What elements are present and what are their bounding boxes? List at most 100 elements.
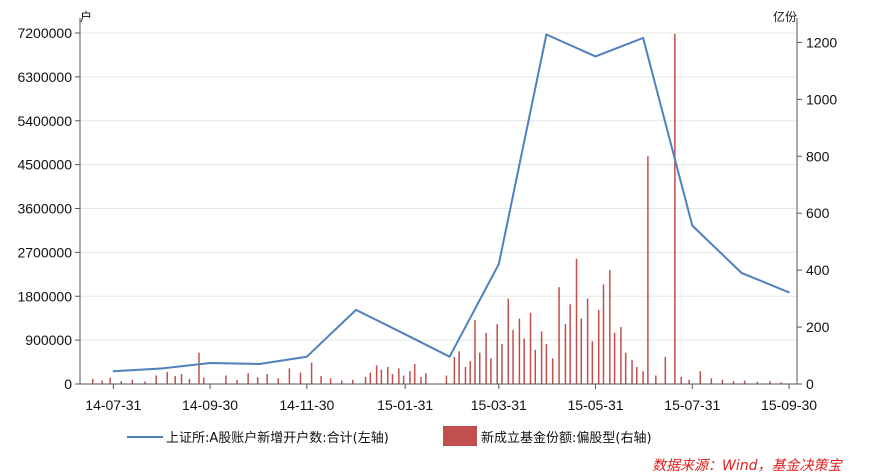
bar-53 bbox=[529, 312, 532, 384]
bar-25 bbox=[352, 379, 354, 384]
bar-29 bbox=[380, 369, 383, 384]
right-tick-label-6: 1200 bbox=[806, 34, 837, 50]
bar-78 bbox=[680, 376, 682, 384]
bar-62 bbox=[580, 318, 583, 384]
line-point-10 bbox=[594, 55, 597, 58]
bar-11 bbox=[198, 352, 200, 384]
x-tick-label-6: 15-07-31 bbox=[664, 397, 720, 413]
bar-84 bbox=[743, 380, 746, 384]
bar-66 bbox=[602, 284, 605, 384]
line-point-4 bbox=[306, 355, 308, 358]
bar-59 bbox=[564, 324, 567, 384]
bar-47 bbox=[496, 324, 498, 384]
right-tick-label-3: 600 bbox=[806, 205, 830, 221]
bar-19 bbox=[288, 368, 291, 384]
bar-8 bbox=[174, 376, 176, 384]
bar-26 bbox=[364, 376, 367, 384]
bar-30 bbox=[386, 366, 389, 384]
bar-69 bbox=[620, 327, 622, 384]
bar-13 bbox=[225, 375, 227, 384]
bar-36 bbox=[420, 376, 422, 384]
bar-81 bbox=[710, 378, 713, 384]
x-tick-label-5: 15-05-31 bbox=[568, 397, 624, 413]
bar-72 bbox=[636, 366, 638, 384]
bar-24 bbox=[340, 380, 343, 384]
bar-6 bbox=[155, 375, 157, 384]
bar-23 bbox=[329, 378, 332, 384]
bar-45 bbox=[485, 332, 487, 384]
bar-7 bbox=[166, 372, 168, 384]
bar-41 bbox=[464, 366, 467, 384]
bar-68 bbox=[613, 332, 616, 384]
bar-85 bbox=[756, 381, 759, 384]
line-series bbox=[112, 33, 790, 373]
right-unit-label: 亿份 bbox=[773, 9, 797, 24]
bar-76 bbox=[664, 356, 667, 384]
bar-77 bbox=[674, 33, 676, 385]
bar-20 bbox=[299, 372, 302, 384]
right-tick-label-1: 200 bbox=[806, 319, 830, 335]
bar-74 bbox=[647, 156, 649, 384]
bar-48 bbox=[501, 344, 503, 384]
bar-80 bbox=[699, 371, 701, 384]
left-tick-label-1: 900000 bbox=[25, 332, 72, 348]
line-point-2 bbox=[209, 362, 211, 364]
left-tick-label-3: 2700000 bbox=[17, 244, 72, 260]
bar-1 bbox=[101, 380, 103, 384]
bar-27 bbox=[369, 372, 372, 384]
bar-14 bbox=[236, 380, 238, 384]
legend-bar-swatch bbox=[443, 426, 477, 446]
bar-39 bbox=[453, 356, 456, 384]
bar-56 bbox=[545, 344, 548, 384]
line-point-9 bbox=[545, 33, 548, 36]
bar-35 bbox=[413, 364, 416, 384]
line-point-3 bbox=[258, 363, 261, 365]
bar-33 bbox=[402, 375, 405, 384]
bar-57 bbox=[551, 358, 554, 384]
bar-52 bbox=[523, 338, 525, 384]
bar-10 bbox=[188, 378, 191, 384]
line-path bbox=[113, 33, 790, 373]
bar-22 bbox=[320, 376, 322, 384]
left-tick-label-0: 0 bbox=[64, 376, 72, 392]
bar-58 bbox=[558, 287, 560, 384]
x-tick-label-7: 15-09-30 bbox=[761, 397, 817, 413]
bar-40 bbox=[458, 351, 460, 384]
grid bbox=[75, 32, 802, 389]
bar-70 bbox=[624, 352, 627, 384]
legend: 上证所:A股账户新增开户数:合计(左轴) 新成立基金份额:偏股型(右轴) bbox=[127, 426, 652, 446]
right-tick-label-2: 400 bbox=[806, 262, 830, 278]
left-tick-label-7: 6300000 bbox=[17, 69, 72, 85]
bar-3 bbox=[120, 381, 122, 384]
bar-65 bbox=[597, 309, 600, 384]
bar-55 bbox=[540, 331, 543, 384]
bar-71 bbox=[631, 359, 633, 384]
bar-46 bbox=[490, 358, 492, 384]
right-tick-label-4: 800 bbox=[806, 148, 830, 164]
bar-60 bbox=[569, 304, 571, 384]
bar-28 bbox=[375, 365, 378, 384]
bar-2 bbox=[109, 377, 111, 384]
bar-51 bbox=[518, 318, 521, 384]
line-point-7 bbox=[448, 355, 451, 358]
left-tick-label-6: 5400000 bbox=[17, 113, 72, 129]
line-point-13 bbox=[740, 272, 743, 274]
bar-64 bbox=[591, 341, 594, 384]
left-tick-label-4: 3600000 bbox=[17, 201, 72, 217]
bar-83 bbox=[732, 381, 735, 384]
left-tick-label-5: 4500000 bbox=[17, 157, 72, 173]
bar-15 bbox=[247, 373, 249, 384]
bar-73 bbox=[642, 371, 644, 384]
bar-34 bbox=[409, 371, 411, 384]
left-tick-label-8: 7200000 bbox=[17, 25, 72, 41]
line-point-0 bbox=[112, 370, 115, 373]
left-unit-label: 户 bbox=[80, 9, 92, 24]
bar-75 bbox=[655, 375, 657, 384]
source-note: 数据来源：Wind，基金决策宝 bbox=[652, 458, 843, 474]
legend-bar-label: 新成立基金份额:偏股型(右轴) bbox=[481, 430, 652, 446]
bar-42 bbox=[469, 361, 471, 384]
bar-79 bbox=[688, 379, 690, 384]
bar-43 bbox=[474, 319, 476, 384]
bar-61 bbox=[575, 258, 578, 384]
